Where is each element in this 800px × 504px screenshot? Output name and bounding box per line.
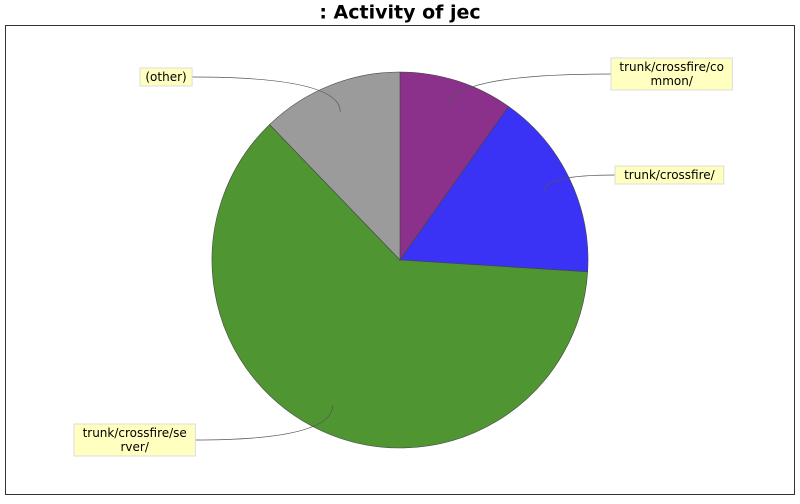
label-text: trunk/crossfire/co mmon/	[619, 60, 724, 88]
pie-slice	[211, 124, 588, 449]
leader-line	[192, 76, 341, 112]
pie-slice	[399, 71, 510, 261]
label-text: (other)	[145, 70, 186, 84]
label-line: (other)	[145, 70, 186, 84]
label-box	[610, 57, 733, 91]
label-line: trunk/crossfire/se	[83, 426, 187, 440]
slice-label: trunk/crossfire/co mmon/	[448, 57, 733, 108]
slice-label: (other)	[139, 67, 341, 112]
label-line: mmon/	[651, 74, 694, 88]
label-line: trunk/crossfire/	[624, 168, 716, 182]
label-box	[73, 423, 196, 457]
leader-line	[448, 73, 612, 108]
label-line: rver/	[120, 440, 149, 454]
leader-line	[543, 174, 616, 192]
label-box	[139, 67, 193, 87]
leader-line	[195, 405, 334, 441]
label-text: trunk/crossfire/	[624, 168, 716, 182]
label-text: trunk/crossfire/se rver/	[83, 426, 187, 454]
label-line: trunk/crossfire/co	[619, 60, 724, 74]
slice-label: trunk/crossfire/	[543, 165, 725, 192]
slice-label: trunk/crossfire/se rver/	[73, 405, 334, 457]
pie-slice	[399, 106, 589, 273]
pie-slice	[269, 71, 401, 261]
chart-title: : Activity of jec	[319, 2, 480, 24]
label-box	[614, 165, 725, 185]
